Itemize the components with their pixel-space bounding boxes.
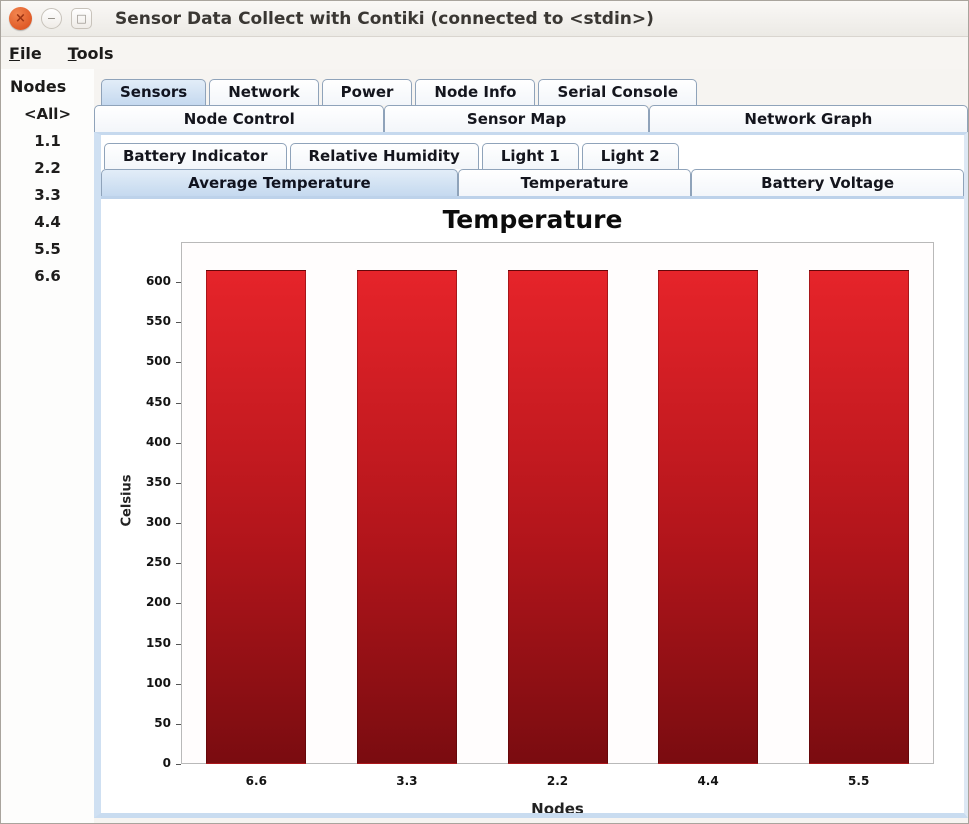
y-tick-mark: [176, 603, 181, 605]
y-tick-mark: [176, 683, 181, 685]
sidebar-item-4-4[interactable]: 4.4: [34, 213, 61, 231]
y-tick-mark: [176, 362, 181, 364]
tab-serial-console[interactable]: Serial Console: [538, 79, 698, 105]
tab-relative-humidity[interactable]: Relative Humidity: [289, 143, 479, 169]
panel-gap: [101, 135, 964, 143]
y-tick-label: 100: [145, 675, 171, 690]
close-icon[interactable]: ×: [9, 7, 32, 30]
y-tick-mark: [176, 322, 181, 324]
bar-node-6-6: [206, 270, 307, 764]
tab-power[interactable]: Power: [321, 79, 413, 105]
tab-sensors[interactable]: Sensors: [101, 79, 207, 105]
y-tick-label: 450: [145, 394, 171, 409]
y-tick-label: 600: [145, 274, 171, 289]
nodes-list: <All> 1.1 2.2 3.3 4.4 5.5 6.6: [1, 101, 94, 290]
tab-battery-voltage[interactable]: Battery Voltage: [691, 169, 964, 196]
bar-node-3-3: [356, 270, 457, 764]
tab-row-inner-1: Battery Indicator Relative Humidity Light …: [104, 143, 964, 169]
temperature-chart: Temperature 0 50 100 150 200 250 300 350 400 450 5…: [101, 199, 964, 813]
y-tick-label: 200: [145, 595, 171, 610]
y-tick-mark: [176, 523, 181, 525]
y-tick-mark: [176, 442, 181, 444]
nodes-header: Nodes: [10, 77, 67, 96]
y-tick-label: 500: [145, 354, 171, 369]
x-category-label: 2.2: [546, 774, 569, 788]
minimize-icon[interactable]: −: [41, 8, 62, 29]
sidebar-item-6-6[interactable]: 6.6: [34, 267, 61, 285]
y-tick-label: 550: [145, 314, 171, 329]
y-tick-mark: [176, 764, 181, 765]
x-axis-label: Nodes: [531, 800, 584, 813]
menu-tools[interactable]: Tools: [67, 43, 114, 63]
tab-battery-indicator[interactable]: Battery Indicator: [104, 143, 287, 169]
y-tick-mark: [176, 402, 181, 404]
y-tick-label: 0: [162, 756, 171, 770]
tab-sensor-map[interactable]: Sensor Map: [384, 105, 649, 132]
bar-node-5-5: [808, 270, 909, 764]
sidebar-item-all[interactable]: <All>: [23, 105, 72, 123]
sidebar-item-2-2[interactable]: 2.2: [34, 159, 61, 177]
y-tick-mark: [176, 282, 181, 284]
tab-network-graph[interactable]: Network Graph: [648, 105, 968, 132]
tab-underline: [101, 196, 964, 199]
tabbed-pane: Sensors Network Power Node Info Serial Conso…: [94, 69, 968, 823]
menubar: File Tools: [1, 37, 968, 69]
y-tick-mark: [176, 563, 181, 565]
sidebar-item-3-3[interactable]: 3.3: [34, 186, 61, 204]
titlebar: × − □ Sensor Data Collect with Contiki (…: [1, 1, 968, 37]
y-axis-label: Celsius: [119, 474, 135, 527]
tab-row-inner-2: Average Temperature Temperature Battery Vo…: [101, 169, 964, 196]
x-category-label: 4.4: [697, 774, 719, 788]
y-tick-label: 250: [145, 555, 171, 570]
tab-network[interactable]: Network: [209, 79, 319, 105]
tab-average-temperature[interactable]: Average Temperature: [101, 169, 458, 196]
y-tick-mark: [176, 482, 181, 484]
chart-title: Temperature: [442, 205, 623, 234]
sidebar-item-5-5[interactable]: 5.5: [34, 240, 61, 258]
sidebar-item-1-1[interactable]: 1.1: [34, 132, 61, 150]
main-area: Nodes <All> 1.1 2.2 3.3 4.4 5.5 6.6 Sensors Net…: [1, 69, 968, 823]
y-tick-label: 150: [145, 635, 171, 650]
y-tick-label: 400: [145, 434, 171, 449]
maximize-icon[interactable]: □: [71, 8, 92, 29]
y-tick-label: 300: [145, 515, 171, 530]
tab-temperature[interactable]: Temperature: [457, 169, 692, 196]
menu-file[interactable]: File: [9, 43, 42, 63]
window-title: Sensor Data Collect with Contiki (connec…: [115, 8, 654, 29]
tab-node-info[interactable]: Node Info: [415, 79, 536, 105]
tab-row-outer-2: Node Control Sensor Map Network Graph: [94, 105, 968, 132]
tab-row-outer-1: Sensors Network Power Node Info Serial Conso…: [101, 79, 968, 105]
nodes-sidebar: Nodes <All> 1.1 2.2 3.3 4.4 5.5 6.6: [1, 69, 94, 823]
x-category-label: 5.5: [848, 774, 870, 788]
x-category-label: 6.6: [245, 774, 267, 788]
y-tick-label: 350: [145, 474, 171, 489]
y-tick-mark: [176, 643, 181, 645]
tab-light-1[interactable]: Light 1: [481, 143, 579, 169]
y-tick-label: 50: [154, 715, 171, 730]
sensors-panel: Battery Indicator Relative Humidity Light …: [94, 132, 968, 818]
y-tick-mark: [176, 723, 181, 725]
bar-node-4-4: [658, 270, 759, 764]
tab-light-2[interactable]: Light 2: [581, 143, 679, 169]
tab-node-control[interactable]: Node Control: [94, 105, 385, 132]
x-category-label: 3.3: [396, 774, 418, 788]
bar-node-2-2: [507, 270, 608, 764]
